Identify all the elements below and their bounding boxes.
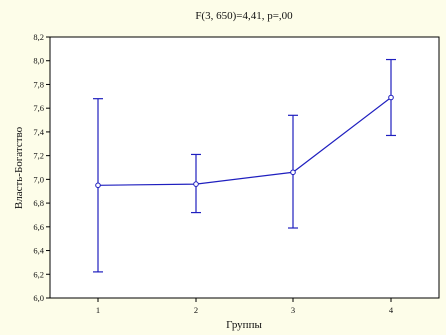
series-line	[97, 97, 392, 186]
data-series	[93, 58, 396, 273]
y-tick-label: 8,2	[33, 32, 44, 42]
data-point	[388, 94, 394, 101]
y-axis-label: Власть-Богатство	[13, 126, 25, 209]
y-tick-label: 6,6	[33, 222, 44, 232]
x-tick-label: 4	[389, 305, 394, 315]
plot-area	[49, 36, 440, 299]
y-tick-label: 6,8	[33, 198, 44, 208]
chart-title: F(3, 650)=4,41, p=,00	[195, 10, 293, 22]
y-tick-label: 6,2	[33, 269, 44, 279]
x-axis: 1 2 3 4	[96, 298, 394, 315]
x-axis-label: Группы	[226, 319, 262, 331]
x-tick-label: 2	[194, 305, 198, 315]
data-point	[193, 181, 199, 187]
y-tick-label: 6,0	[33, 293, 44, 303]
y-tick-label: 7,4	[33, 127, 44, 137]
y-tick-label: 7,2	[33, 151, 44, 161]
x-tick-label: 1	[96, 305, 100, 315]
data-point	[290, 169, 296, 176]
y-tick-label: 7,8	[33, 79, 44, 89]
data-point	[95, 182, 101, 189]
y-tick-label: 7,6	[33, 103, 44, 113]
y-tick-label: 8,0	[33, 56, 44, 66]
x-tick-label: 3	[291, 305, 295, 315]
y-tick-label: 6,4	[33, 246, 44, 256]
y-tick-label: 7,0	[33, 174, 44, 184]
y-axis: 6,0 6,2 6,4 6,6 6,8 7,0 7,2 7,4 7,6 7,8 8,0 8,2	[33, 32, 50, 303]
